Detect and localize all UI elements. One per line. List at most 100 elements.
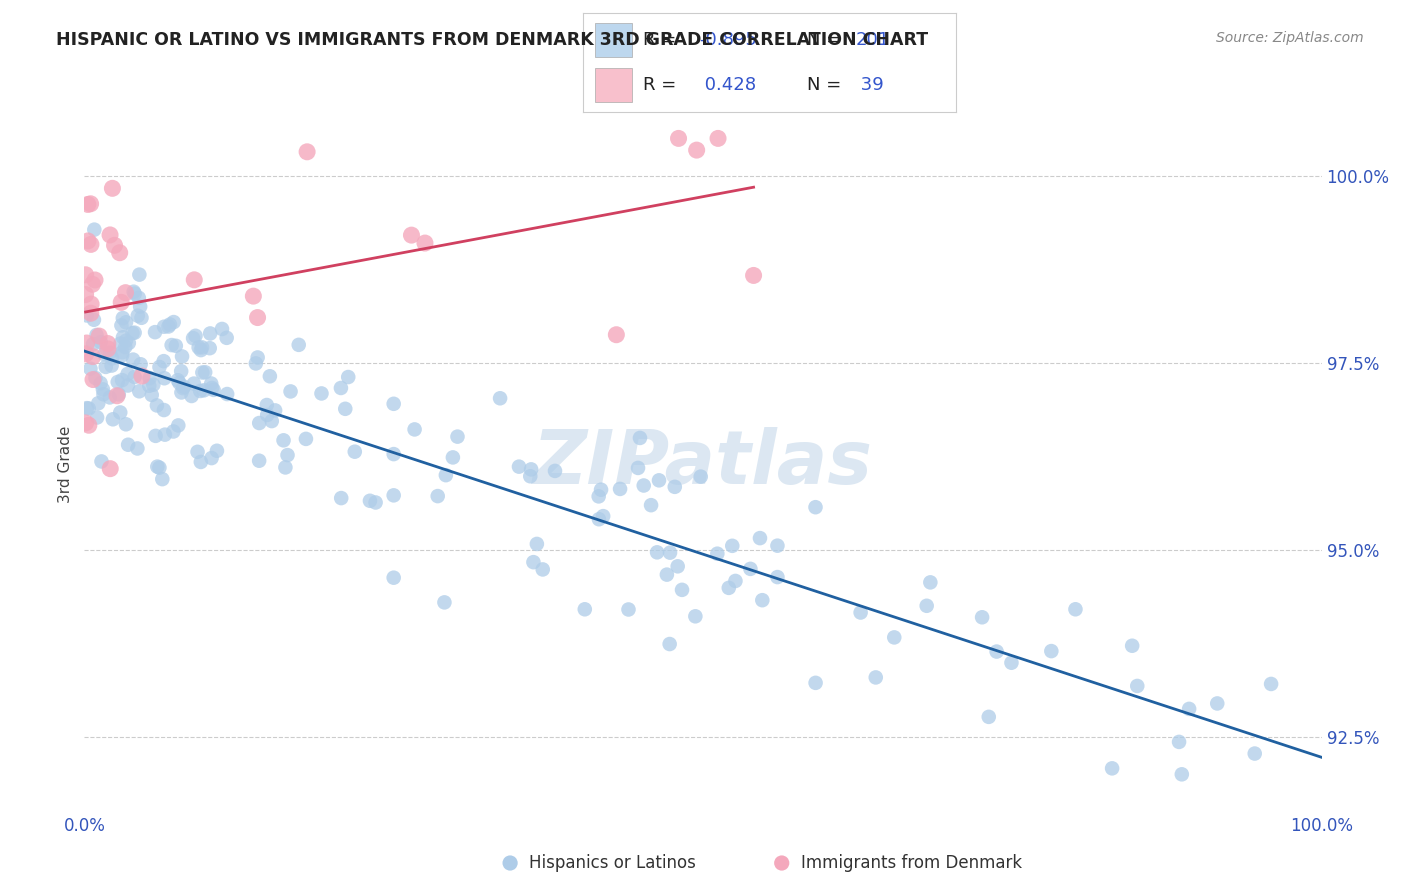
Point [588,512,610,526]
Point [86,328,108,343]
Point [83,222,105,236]
Point [717,581,740,595]
Point [166,373,188,387]
Point [101,412,124,426]
Point [148,359,170,374]
Point [146,459,169,474]
Point [382,447,405,461]
Point [131,310,153,325]
Point [107,375,129,389]
Point [180,389,202,403]
Point [343,444,366,458]
Point [148,460,170,475]
Point [280,384,302,399]
Point [804,500,827,515]
Point [181,331,204,345]
Point [103,238,125,252]
Point [770,856,793,871]
Point [110,295,132,310]
Point [98,345,121,359]
Point [76,401,98,416]
Point [499,856,522,871]
Point [90,334,112,349]
Point [111,311,134,326]
Point [187,445,209,459]
Point [633,478,655,492]
Point [335,401,357,416]
Point [110,405,132,419]
Point [977,710,1000,724]
Point [121,326,143,340]
Point [1040,644,1063,658]
Point [191,366,214,380]
Point [153,319,176,334]
Point [1126,679,1149,693]
Point [433,595,456,609]
Point [685,609,707,624]
Point [986,644,1008,658]
Text: 201: 201 [855,31,890,49]
Point [520,462,543,476]
Point [194,365,217,379]
Point [84,371,107,385]
Point [522,555,544,569]
Point [153,371,176,385]
Point [172,381,194,395]
Point [110,336,132,351]
Point [82,277,104,292]
Point [124,326,146,340]
Point [849,606,872,620]
Point [129,300,152,314]
Point [413,235,436,250]
Point [97,336,120,351]
Point [165,339,187,353]
Point [330,491,353,505]
Text: ZIPatlas: ZIPatlas [533,427,873,500]
Point [749,531,772,545]
Point [259,369,281,384]
Point [90,376,112,390]
Point [211,322,233,336]
Point [287,338,309,352]
Point [215,331,238,345]
Point [245,356,267,370]
Point [124,370,146,384]
Point [426,489,449,503]
Point [90,454,112,468]
Point [742,268,765,283]
Point [508,459,530,474]
Point [247,416,270,430]
Point [86,410,108,425]
Point [138,371,160,385]
Point [337,370,360,384]
Point [404,422,426,436]
Point [131,369,153,384]
Point [122,285,145,299]
Point [193,384,215,398]
Point [273,434,295,448]
FancyBboxPatch shape [595,23,631,56]
Point [592,509,614,524]
Point [920,575,942,590]
Point [75,416,97,430]
Point [689,469,711,483]
Point [628,431,651,445]
Point [256,408,278,422]
Point [94,359,117,374]
Point [260,414,283,428]
Point [664,480,686,494]
Point [153,403,176,417]
Point [83,312,105,326]
Point [82,337,104,351]
Point [82,372,104,386]
Point [159,318,181,332]
Point [382,397,405,411]
Text: N =: N = [807,76,841,94]
Point [82,350,104,364]
Point [124,286,146,301]
Point [276,448,298,462]
Point [128,268,150,282]
Point [114,285,136,300]
Point [79,361,101,376]
Point [671,582,693,597]
